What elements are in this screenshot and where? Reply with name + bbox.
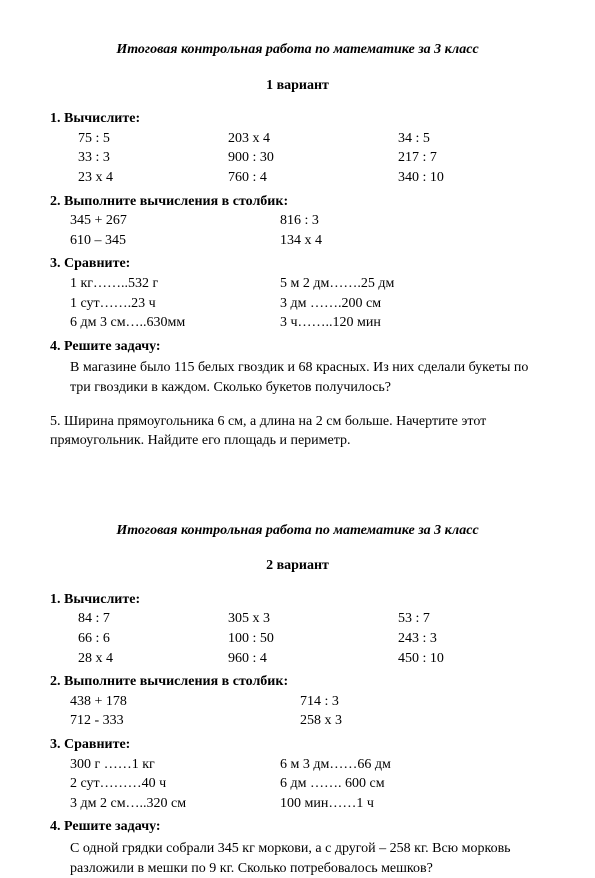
cell: 305 х 3 [228,609,398,629]
task1-row: 75 : 5 203 х 4 34 : 5 [50,129,545,149]
cell: 450 : 10 [398,649,545,669]
task1-header-v1: 1. Вычислите: [50,109,545,129]
variant-label-v1: 1 вариант [50,76,545,96]
cell: 816 : 3 [280,211,545,231]
task1-header-v2: 1. Вычислите: [50,590,545,610]
task2-header-v2: 2. Выполните вычисления в столбик: [50,672,545,692]
cell: 84 : 7 [78,609,228,629]
cell: 960 : 4 [228,649,398,669]
task3-row: 2 сут………40 ч 6 дм ……. 600 см [50,774,545,794]
task1-row: 28 х 4 960 : 4 450 : 10 [50,649,545,669]
cell: 345 + 267 [70,211,280,231]
cell: 3 дм 2 см…..320 см [70,794,280,814]
task2-row: 712 - 333 258 х 3 [50,711,545,731]
task4-header-v2: 4. Решите задачу: [50,817,545,837]
cell: 438 + 178 [70,692,300,712]
cell: 760 : 4 [228,168,398,188]
task3-row: 1 сут…….23 ч 3 дм …….200 см [50,294,545,314]
task1-row: 33 : 3 900 : 30 217 : 7 [50,148,545,168]
title-v2: Итоговая контрольная работа по математик… [50,521,545,541]
cell: 6 м 3 дм……66 дм [280,755,545,775]
cell: 714 : 3 [300,692,545,712]
cell: 203 х 4 [228,129,398,149]
cell: 75 : 5 [78,129,228,149]
cell: 3 дм …….200 см [280,294,545,314]
task2-header-v1: 2. Выполните вычисления в столбик: [50,192,545,212]
cell: 100 : 50 [228,629,398,649]
cell: 300 г ……1 кг [70,755,280,775]
cell: 712 - 333 [70,711,300,731]
cell: 6 дм 3 см…..630мм [70,313,280,333]
task3-header-v2: 3. Сравните: [50,735,545,755]
cell: 217 : 7 [398,148,545,168]
variant-label-v2: 2 вариант [50,556,545,576]
task5-text-v1: 5. Ширина прямоугольника 6 см, а длина н… [50,412,545,451]
task3-header-v1: 3. Сравните: [50,254,545,274]
task3-row: 1 кг……..532 г 5 м 2 дм…….25 дм [50,274,545,294]
cell: 6 дм ……. 600 см [280,774,545,794]
task2-row: 610 – 345 134 х 4 [50,231,545,251]
cell: 66 : 6 [78,629,228,649]
cell: 3 ч……..120 мин [280,313,545,333]
cell: 900 : 30 [228,148,398,168]
cell: 1 сут…….23 ч [70,294,280,314]
cell: 243 : 3 [398,629,545,649]
task3-row: 300 г ……1 кг 6 м 3 дм……66 дм [50,755,545,775]
cell: 23 х 4 [78,168,228,188]
task4-text-v2: С одной грядки собрали 345 кг моркови, а… [50,839,545,878]
task1-row: 66 : 6 100 : 50 243 : 3 [50,629,545,649]
cell: 33 : 3 [78,148,228,168]
cell: 28 х 4 [78,649,228,669]
cell: 5 м 2 дм…….25 дм [280,274,545,294]
task1-row: 84 : 7 305 х 3 53 : 7 [50,609,545,629]
cell: 2 сут………40 ч [70,774,280,794]
cell: 258 х 3 [300,711,545,731]
cell: 53 : 7 [398,609,545,629]
task3-row: 6 дм 3 см…..630мм 3 ч……..120 мин [50,313,545,333]
section-spacer [50,451,545,521]
task4-text-v1: В магазине было 115 белых гвоздик и 68 к… [50,358,545,397]
task3-row: 3 дм 2 см…..320 см 100 мин……1 ч [50,794,545,814]
task2-row: 438 + 178 714 : 3 [50,692,545,712]
cell: 610 – 345 [70,231,280,251]
cell: 134 х 4 [280,231,545,251]
cell: 34 : 5 [398,129,545,149]
title-v1: Итоговая контрольная работа по математик… [50,40,545,60]
task1-row: 23 х 4 760 : 4 340 : 10 [50,168,545,188]
cell: 1 кг……..532 г [70,274,280,294]
cell: 100 мин……1 ч [280,794,545,814]
task2-row: 345 + 267 816 : 3 [50,211,545,231]
task4-header-v1: 4. Решите задачу: [50,337,545,357]
cell: 340 : 10 [398,168,545,188]
